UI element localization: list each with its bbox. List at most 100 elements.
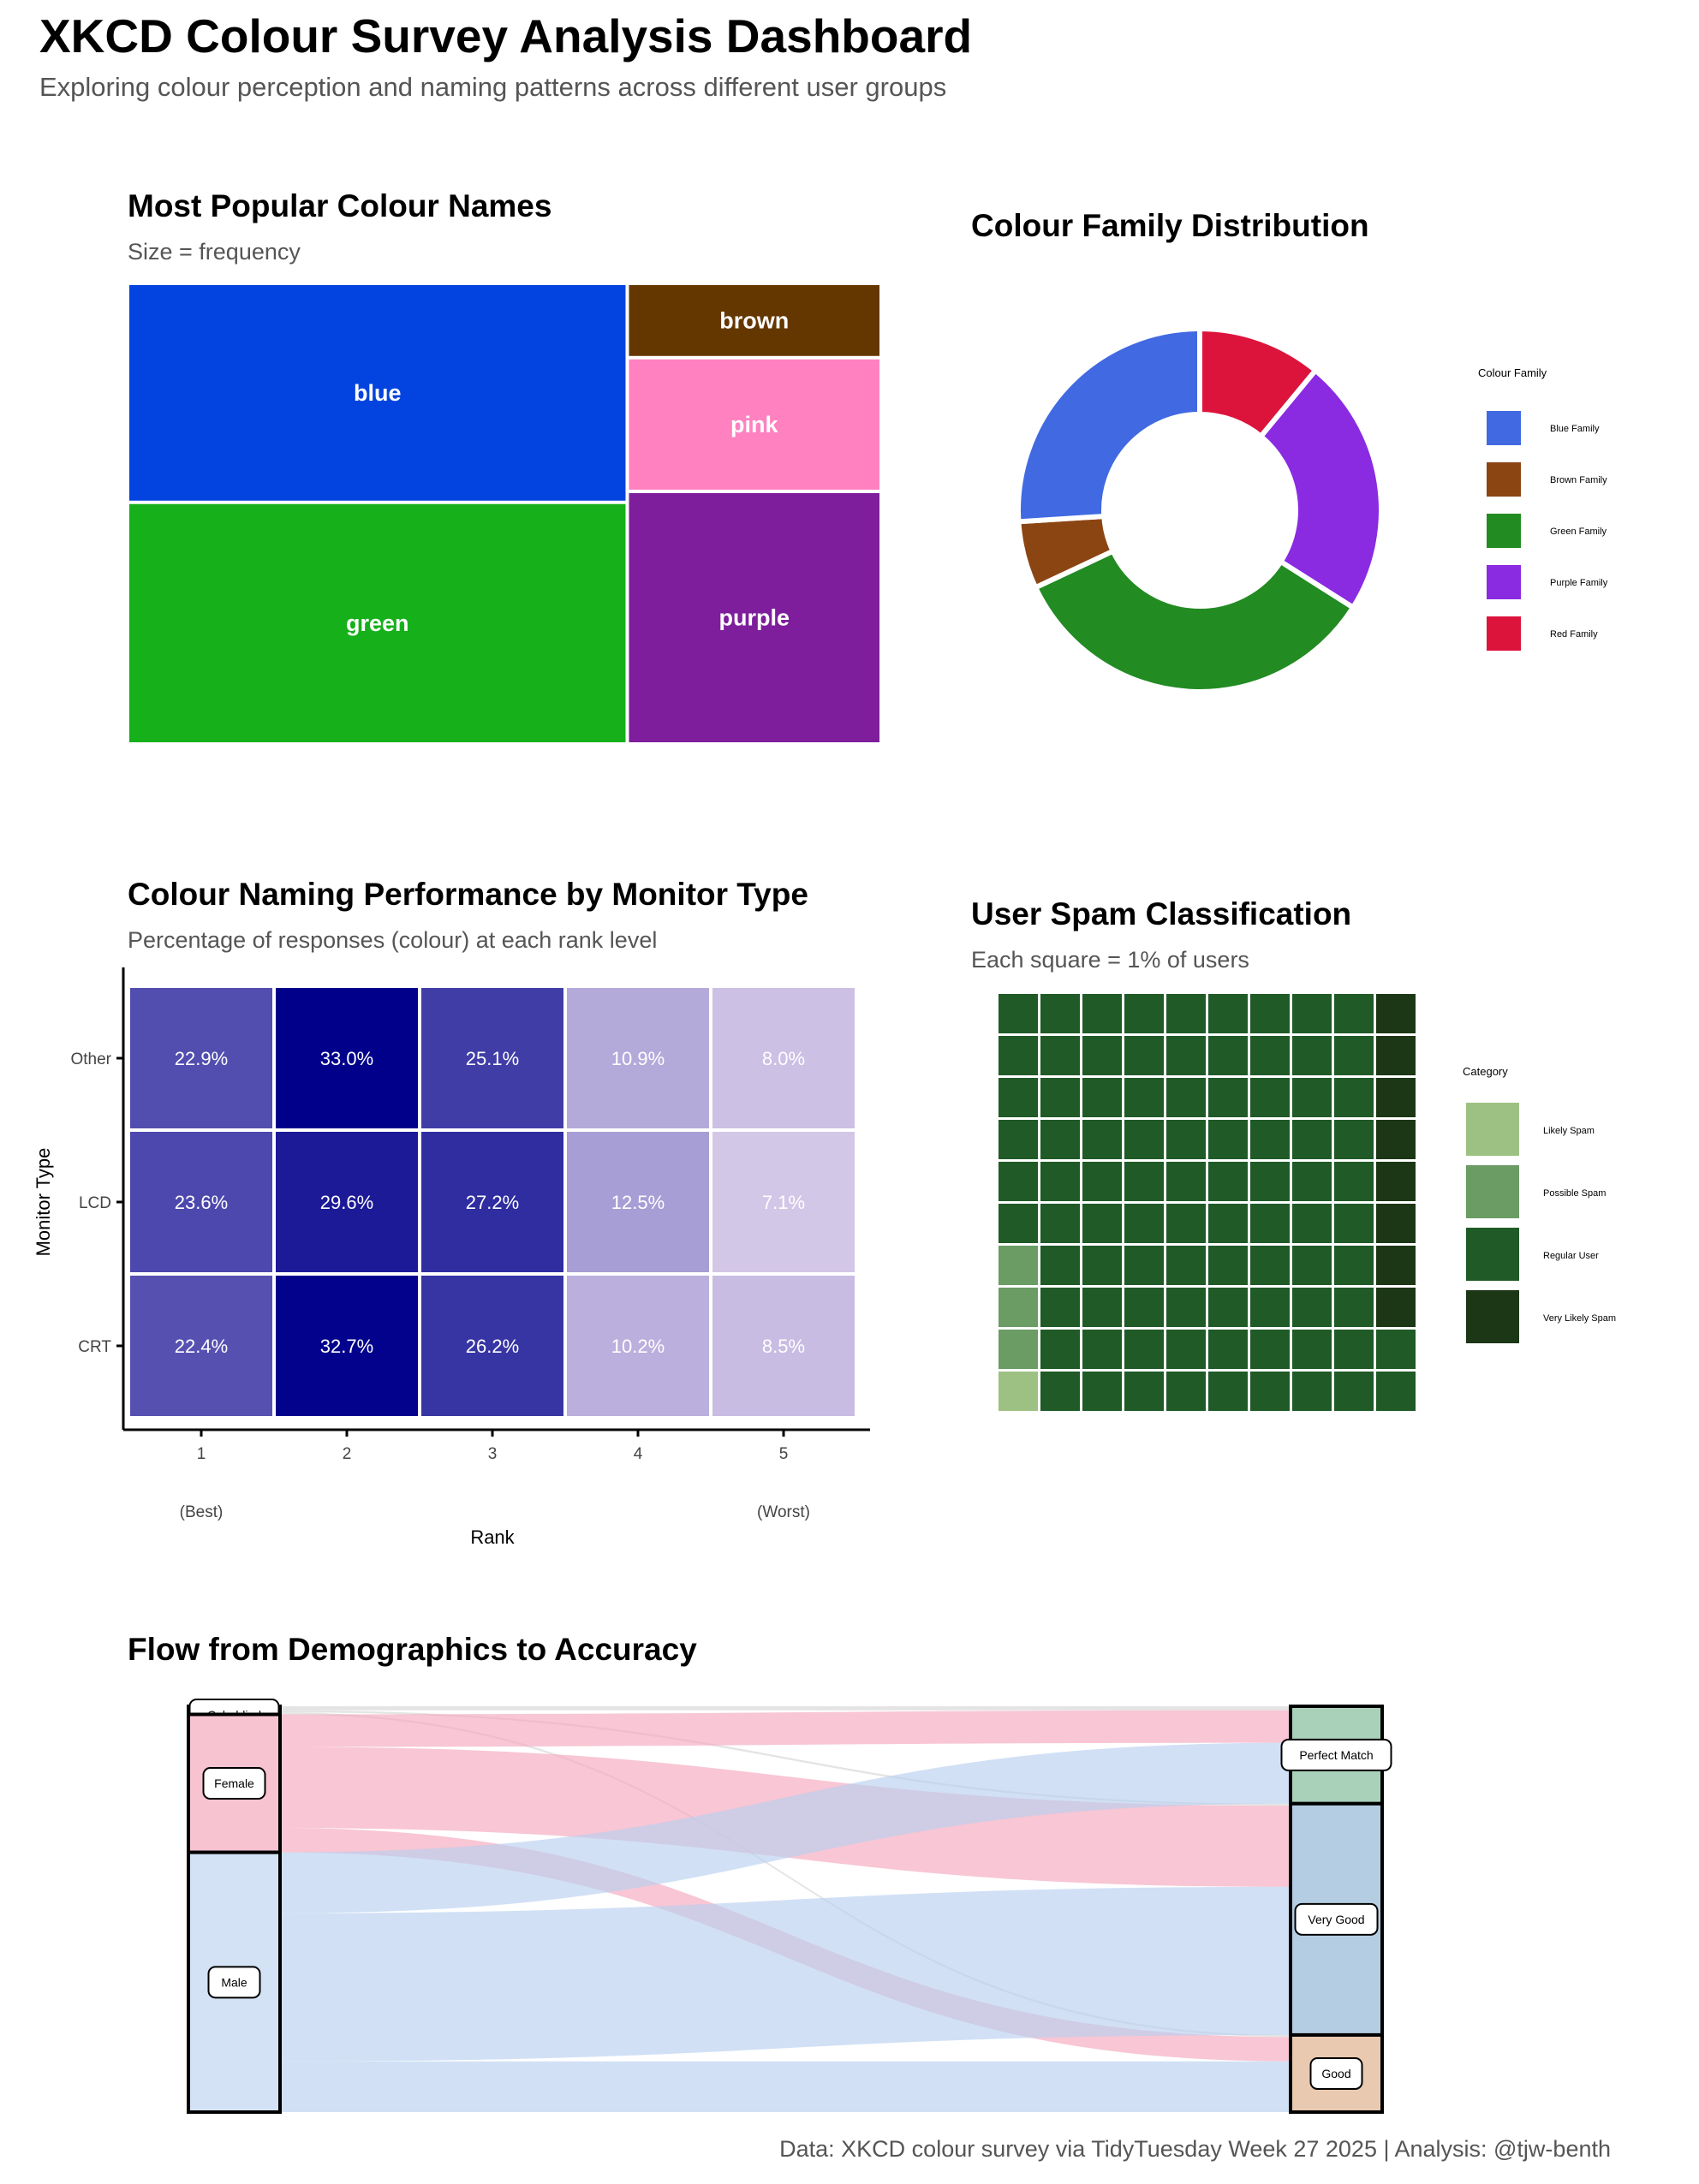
waffle-square	[1334, 1372, 1374, 1411]
waffle-square	[1040, 1372, 1080, 1411]
sankey-title: Flow from Demographics to Accuracy	[128, 1632, 697, 1667]
waffle-square	[1292, 994, 1332, 1033]
donut-legend-key-brown-family	[1487, 462, 1521, 497]
heatmap-xlabel-4: 4	[634, 1445, 643, 1463]
waffle-square	[1124, 1036, 1164, 1075]
waffle-square	[999, 1120, 1038, 1159]
heatmap-cell-crt-2	[276, 1276, 418, 1416]
waffle-square	[1040, 994, 1080, 1033]
waffle-square	[1166, 1078, 1206, 1117]
waffle-square	[1040, 1120, 1080, 1159]
treemap-tile-blue	[129, 285, 626, 501]
waffle-square	[1376, 1204, 1416, 1243]
donut-legend-title: Colour Family	[1478, 366, 1547, 379]
sankey-flow-colorblind-to-perfect-match	[280, 1706, 1291, 1711]
waffle-square	[1250, 994, 1290, 1033]
waffle-legend-key-regular-user	[1466, 1228, 1519, 1281]
waffle-square	[1208, 1246, 1248, 1285]
heatmap-value-crt-4: 10.2%	[611, 1336, 665, 1357]
waffle-square	[1082, 1288, 1122, 1327]
waffle-subtitle: Each square = 1% of users	[971, 947, 1249, 973]
donut-legend-label-green-family: Green Family	[1550, 527, 1607, 537]
waffle-square	[1124, 1120, 1164, 1159]
waffle-title: User Spam Classification	[971, 896, 1352, 931]
waffle-square	[1292, 1036, 1332, 1075]
sankey-flows	[280, 1706, 1291, 2112]
heatmap-cell-crt-1	[130, 1276, 272, 1416]
waffle-square	[1124, 1204, 1164, 1243]
waffle-square	[1250, 1078, 1290, 1117]
heatmap-cell-other-2	[276, 988, 418, 1128]
donut-legend-key-red-family	[1487, 616, 1521, 651]
sankey-flow-female-to-perfect-match	[280, 1710, 1291, 1747]
waffle-legend-label-very-likely-spam: Very Likely Spam	[1543, 1313, 1616, 1324]
waffle-square	[1082, 994, 1122, 1033]
heatmap-value-other-5: 8.0%	[762, 1048, 805, 1069]
waffle-legend-key-very-likely-spam	[1466, 1290, 1519, 1343]
waffle-square	[1334, 1078, 1374, 1117]
waffle-square	[1376, 1246, 1416, 1285]
waffle-square	[1376, 1036, 1416, 1075]
heatmap-cell-other-5	[712, 988, 855, 1128]
data-caption: Data: XKCD colour survey via TidyTuesday…	[779, 2136, 1611, 2162]
donut-legend-key-blue-family	[1487, 411, 1521, 445]
heatmap-xsublabel-1: (Best)	[180, 1503, 224, 1521]
waffle-square	[1040, 1246, 1080, 1285]
waffle-square	[1082, 1036, 1122, 1075]
treemap-tile-green	[129, 503, 626, 742]
waffle-square	[1376, 1372, 1416, 1411]
waffle-square	[1208, 1372, 1248, 1411]
heatmap-ylabel-crt: CRT	[78, 1338, 111, 1356]
heatmap-xsublabel-5: (Worst)	[757, 1503, 810, 1521]
waffle-square	[1376, 1288, 1416, 1327]
heatmap-xlabel-3: 3	[488, 1445, 498, 1463]
waffle-square	[1124, 1330, 1164, 1369]
waffle-square	[1040, 1162, 1080, 1201]
waffle-square	[1334, 1246, 1374, 1285]
waffle-square	[1082, 1162, 1122, 1201]
waffle-square	[999, 994, 1038, 1033]
heatmap-value-crt-5: 8.5%	[762, 1336, 805, 1357]
donut-legend-label-red-family: Red Family	[1550, 629, 1598, 640]
waffle-square	[1208, 1330, 1248, 1369]
sankey-label-female: Female	[214, 1776, 254, 1790]
waffle-square	[1334, 1036, 1374, 1075]
heatmap-title: Colour Naming Performance by Monitor Typ…	[128, 877, 808, 912]
waffle-square	[999, 1036, 1038, 1075]
waffle-square	[1376, 994, 1416, 1033]
sankey-label-good: Good	[1321, 2067, 1350, 2080]
waffle-square	[1208, 1036, 1248, 1075]
heatmap-chart: 22.9% 33.0% 25.1% 10.9% 8.0% Other 23.6% 29.6% 2…	[33, 967, 870, 1548]
heatmap-value-other-3: 25.1%	[466, 1048, 519, 1069]
waffle-square	[1292, 1078, 1332, 1117]
waffle-square	[1250, 1162, 1290, 1201]
waffle-square	[1334, 994, 1374, 1033]
waffle-square	[1250, 1330, 1290, 1369]
waffle-square	[1334, 1288, 1374, 1327]
waffle-square	[1334, 1120, 1374, 1159]
donut-slice-purple-family	[1257, 366, 1384, 611]
heatmap-xlabel-1: 1	[197, 1445, 206, 1463]
waffle-square	[1292, 1162, 1332, 1201]
treemap-tile-purple	[629, 492, 879, 742]
waffle-square	[1040, 1078, 1080, 1117]
heatmap-value-lcd-5: 7.1%	[762, 1192, 805, 1213]
sankey-label-male: Male	[221, 1975, 247, 1989]
waffle-square	[1208, 1204, 1248, 1243]
waffle-square	[1208, 994, 1248, 1033]
waffle-square	[1124, 1162, 1164, 1201]
heatmap-cell-other-4	[567, 988, 709, 1128]
waffle-square	[1250, 1120, 1290, 1159]
donut-legend-key-green-family	[1487, 514, 1521, 548]
waffle-square	[1334, 1204, 1374, 1243]
waffle-square	[1250, 1246, 1290, 1285]
waffle-square	[1166, 1204, 1206, 1243]
waffle-square	[1166, 1288, 1206, 1327]
waffle-square	[1292, 1204, 1332, 1243]
donut-legend-key-purple-family	[1487, 565, 1521, 599]
sankey-flow-colorblind-to-very-good	[280, 1710, 1291, 1806]
donut-slice-green-family	[1032, 547, 1357, 694]
treemap-tile-pink	[629, 359, 879, 490]
heatmap-cell-other-1	[130, 988, 272, 1128]
